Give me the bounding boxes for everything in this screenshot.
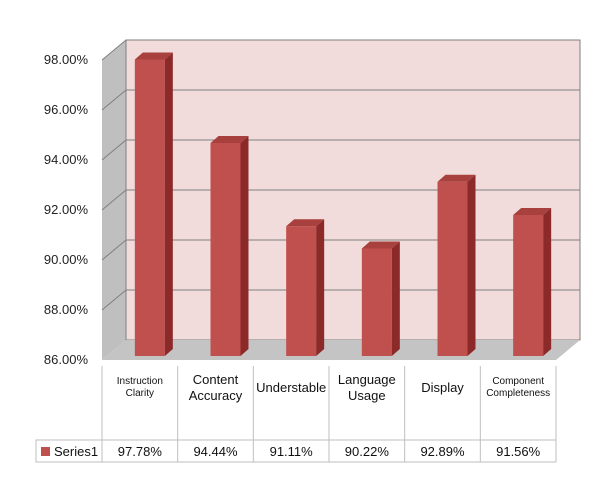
data-label: 91.11% [270, 444, 314, 459]
bar-top [361, 241, 400, 249]
data-label: 97.78% [118, 444, 163, 459]
y-tick-label: 94.00% [44, 152, 89, 167]
category-label: Component [492, 376, 544, 387]
category-label: Language [338, 372, 396, 387]
category-label: Clarity [126, 388, 154, 399]
category-label: Usage [348, 388, 386, 403]
bar-side [467, 174, 476, 356]
bar-side [391, 241, 400, 356]
bar-side [543, 208, 552, 356]
category-label: Accuracy [189, 388, 243, 403]
bar [513, 208, 552, 356]
bar-front [513, 215, 544, 356]
bar [210, 136, 249, 356]
data-label: 90.22% [345, 444, 390, 459]
bar-front [437, 181, 468, 356]
legend-swatch [41, 447, 50, 456]
bar-front [134, 59, 165, 356]
bar-top [286, 219, 325, 227]
bar-top [513, 208, 552, 215]
bar-top [210, 136, 249, 143]
gridline-side [101, 239, 127, 261]
category-label: Instruction [117, 376, 163, 387]
bar [286, 219, 325, 356]
bar [361, 241, 400, 356]
bar-side [164, 52, 173, 356]
category-label: Understable [256, 380, 326, 395]
y-tick-label: 92.00% [44, 202, 89, 217]
bars [134, 52, 552, 356]
bar-front [361, 248, 392, 356]
bar [134, 52, 173, 356]
bar-front [286, 226, 317, 356]
y-tick-label: 96.00% [44, 102, 89, 117]
category-label: Completeness [486, 388, 550, 399]
bar [437, 174, 476, 356]
y-tick-label: 86.00% [44, 352, 89, 367]
y-axis-ticks: 86.00% 88.00% 90.00% 92.00% 94.00% 96.00% 98.0… [44, 52, 89, 367]
bar-side [240, 136, 249, 356]
data-label: 94.44% [193, 444, 238, 459]
bar-side [316, 219, 325, 356]
gridline-side [101, 139, 127, 161]
floor [102, 340, 580, 360]
y-tick-label: 98.00% [44, 52, 89, 67]
gridlines [101, 39, 580, 311]
gridline-side [101, 39, 127, 61]
gridline-side [101, 89, 127, 111]
gridline-side [101, 189, 127, 211]
bar-front [210, 143, 241, 356]
chart-walls [102, 39, 581, 360]
category-label: Display [421, 380, 464, 395]
y-tick-label: 88.00% [44, 302, 89, 317]
y-tick-label: 90.00% [44, 252, 89, 267]
gridline-side [101, 289, 127, 311]
data-label: 91.56% [496, 444, 541, 459]
bar-top [437, 174, 476, 182]
series-name: Series1 [54, 444, 98, 459]
data-label: 92.89% [420, 444, 465, 459]
category-label: Content [193, 372, 239, 387]
bar-top [134, 52, 173, 60]
